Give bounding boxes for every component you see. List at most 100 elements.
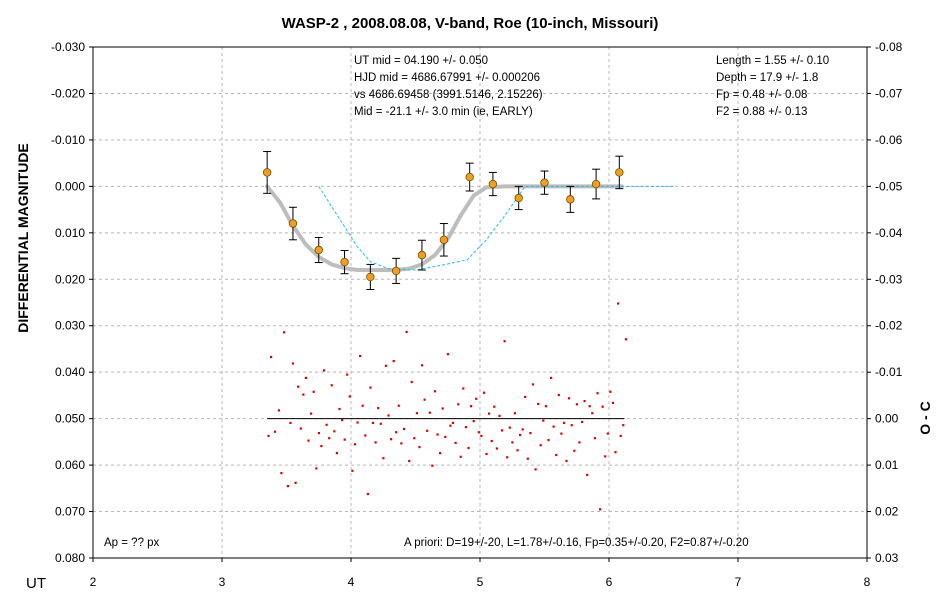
residual-point [382,457,385,460]
residual-point [513,412,516,415]
residual-point [609,390,612,393]
residual-point [299,427,302,430]
residual-point [611,401,615,404]
binned-data-point [366,272,375,282]
data-series [262,151,674,511]
residual-point [441,407,444,410]
residual-point [415,412,418,415]
y-tick-label: 0.040 [55,365,85,379]
binned-data-point [591,179,601,189]
annotation-ut-mid: UT mid = 04.190 +/- 0.050 [354,55,488,67]
y-tick-label: 0.020 [55,272,85,286]
residual-point [568,397,571,400]
residual-point [531,383,535,386]
residual-point [521,428,524,431]
residual-point [369,386,372,389]
footer-a-priori: A priori: D=19+/-20, L=1.78+/-0.16, Fp=0… [404,537,749,549]
y2-tick-label: -0.04 [875,226,903,240]
y-tick-label: 0.080 [55,551,85,565]
residual-point [550,376,553,379]
residual-point [379,422,382,425]
residual-point [604,455,607,458]
y-tick-label: 0.050 [55,412,85,426]
residual-point [395,431,398,434]
binned-data-point [540,178,549,187]
residual-point [472,420,475,423]
residual-point [405,330,408,333]
residual-point [397,404,400,407]
residual-point [495,447,498,450]
y-tick-label: 0.070 [55,505,85,519]
y2-tick-label: -0.08 [875,40,903,54]
residual-point [426,429,429,432]
residual-point [428,411,431,414]
binned-data-point [514,193,523,203]
residual-point [392,360,395,363]
annotation-vs-ephemeris: vs 4686.69458 (3991.5146, 2.15226) [354,89,543,101]
residual-point [335,452,338,455]
residual-point [557,393,560,397]
residual-point [270,355,273,359]
binned-data-point [288,219,298,228]
residual-point [304,376,307,379]
residual-point [410,380,413,384]
binned-data-point [488,179,498,189]
binned-data-point [439,235,449,244]
residual-point [508,426,511,429]
residual-point [387,414,390,417]
residual-point [467,446,470,450]
residual-point [431,464,434,467]
residual-point [565,459,568,463]
annotation-depth: Depth = 17.9 +/- 1.8 [716,72,818,84]
residual-point [542,419,545,422]
residual-point [591,412,594,415]
residual-point [575,403,578,406]
binned-data-point [262,168,272,177]
axis-ticks: -0.030 -0.08 -0.020 -0.07 -0.010 -0.06 0.000 -0… [51,40,903,589]
residual-point [317,432,320,435]
fit-model-curve [265,184,624,272]
residual-point [573,449,576,452]
binned-data-point [615,168,624,177]
residual-point [516,449,519,452]
residual-point [493,405,496,408]
residual-point [294,481,297,484]
residual-point [439,452,442,455]
residual-point [267,434,270,437]
residual-point [330,384,333,387]
residual-point [307,439,310,442]
residual-point [366,492,369,496]
residual-point [446,353,449,356]
residual-point [400,442,403,445]
residual-point [420,364,424,367]
residual-point [353,443,357,446]
annotation-fp: Fp = 0.48 +/- 0.08 [716,89,807,101]
residual-point [459,455,462,458]
residual-point [506,456,509,459]
binned-data-point [465,172,474,182]
x-tick-label: 6 [606,575,613,589]
residual-point [418,446,421,449]
residual-point [537,402,540,405]
residual-point [601,405,604,408]
residual-point [470,405,473,408]
y-tick-label: -0.020 [51,86,85,100]
residual-point [593,437,596,440]
residual-point [622,424,625,427]
residual-point [454,441,457,444]
residual-point [588,405,591,408]
residual-point [464,426,467,429]
x-axis-title: UT [26,575,46,592]
residual-point [338,407,341,411]
residual-point [291,362,295,365]
residual-point [580,420,584,424]
residual-point [433,390,437,393]
residual-point [436,433,439,436]
residual-point [462,387,465,390]
residual-point [490,439,493,443]
annotation-hjd-mid: HJD mid = 4686.67991 +/- 0.000206 [354,72,540,84]
residual-point [286,485,289,488]
residual-point [477,431,480,434]
residual-point [371,421,375,424]
residual-point [333,430,336,433]
